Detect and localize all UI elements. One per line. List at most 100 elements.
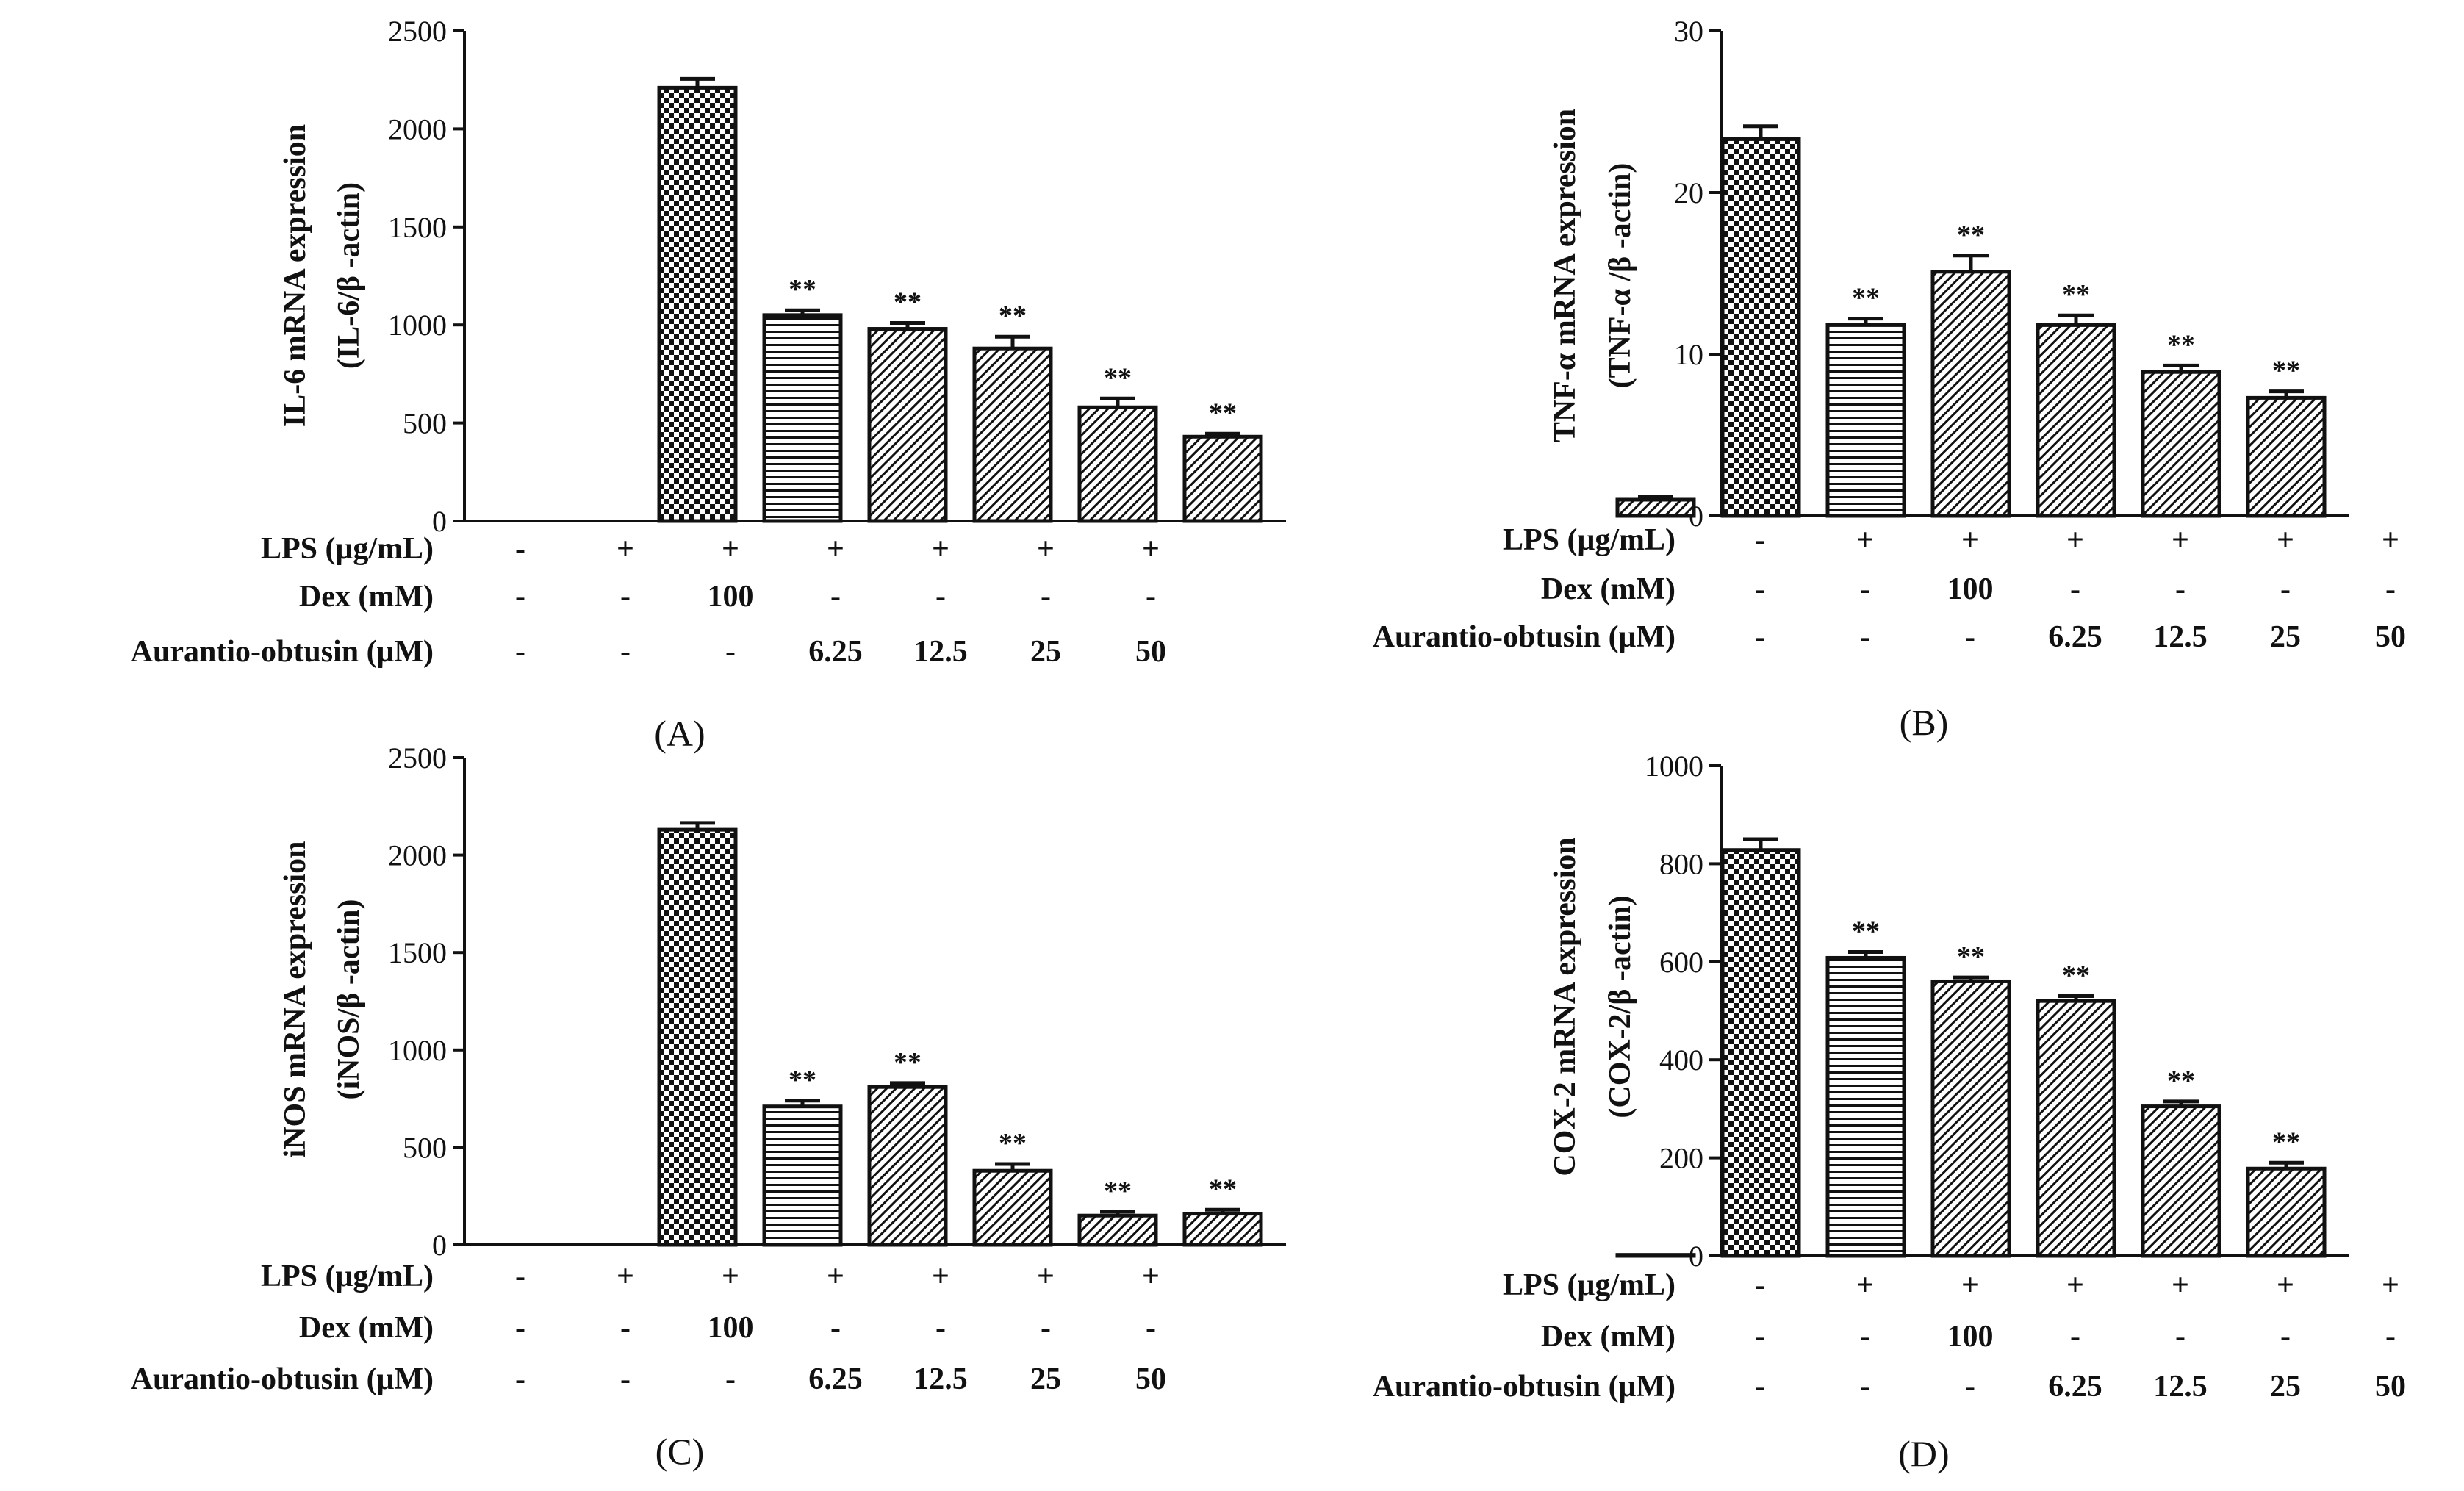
y-tick-label: 1000 <box>1645 750 1703 783</box>
bar <box>2141 1104 2221 1258</box>
significance-marker: ** <box>999 1128 1027 1159</box>
bar <box>1825 955 1906 1258</box>
condition-value: - <box>1041 580 1051 614</box>
bar <box>1930 979 2011 1258</box>
bar <box>972 1168 1053 1247</box>
condition-value: - <box>1860 1320 1870 1354</box>
y-tick-label: 2000 <box>388 112 447 145</box>
bar <box>1182 434 1263 523</box>
y-axis-label-unit: (IL-6/β -actin) <box>332 182 366 369</box>
condition-value: - <box>1965 1370 1975 1404</box>
condition-row-label: Dex (mM) <box>1541 1320 1675 1354</box>
condition-value: + <box>932 532 949 566</box>
bar <box>2036 999 2116 1258</box>
condition-value: - <box>1755 620 1765 654</box>
bar <box>1077 1213 1158 1247</box>
condition-value: - <box>515 1362 525 1396</box>
condition-value: - <box>1146 1311 1156 1345</box>
panel-label: (D) <box>1898 1433 1949 1474</box>
significance-marker: ** <box>1209 398 1237 428</box>
significance-marker: ** <box>894 1047 922 1078</box>
y-tick-label: 200 <box>1659 1142 1703 1175</box>
y-tick-label: 0 <box>1689 1240 1703 1273</box>
significance-marker: ** <box>789 274 816 305</box>
condition-value: + <box>722 532 739 566</box>
y-axis-label: IL-6 mRNA expression <box>279 124 312 427</box>
condition-row-label: Aurantio-obtusin (μM) <box>131 1362 434 1396</box>
bar <box>1615 497 1696 518</box>
condition-row-label: Aurantio-obtusin (μM) <box>1373 1370 1675 1404</box>
y-tick-label: 10 <box>1674 338 1703 371</box>
significance-marker: ** <box>1957 220 1985 251</box>
condition-value: + <box>2382 523 2399 557</box>
y-tick-label: 1500 <box>388 211 447 244</box>
condition-value: 25 <box>1030 635 1061 669</box>
condition-value: + <box>1037 1260 1055 1293</box>
condition-value: + <box>2066 1268 2084 1302</box>
condition-value: - <box>620 1311 631 1345</box>
condition-value: - <box>830 580 841 614</box>
condition-row-label: Aurantio-obtusin (μM) <box>1373 620 1675 654</box>
y-axis-label: COX-2 mRNA expression <box>1548 837 1582 1176</box>
condition-row-label: LPS (μg/mL) <box>1503 523 1675 557</box>
condition-value: + <box>827 1260 844 1293</box>
condition-value: - <box>725 635 736 669</box>
y-axis-label: TNF-α mRNA expression <box>1548 109 1582 442</box>
bar <box>762 313 843 523</box>
condition-value: 12.5 <box>2153 620 2208 654</box>
condition-row-label: Dex (mM) <box>1541 572 1675 606</box>
y-tick-label: 500 <box>403 1131 447 1164</box>
condition-value: 12.5 <box>2153 1370 2208 1404</box>
bar <box>1182 1212 1263 1247</box>
y-tick-label: 800 <box>1659 847 1703 880</box>
condition-value: - <box>620 1362 631 1396</box>
condition-row-label: Dex (mM) <box>299 580 434 614</box>
condition-value: - <box>2175 572 2185 606</box>
condition-value: 50 <box>1135 1362 1166 1396</box>
significance-marker: ** <box>894 287 922 318</box>
bar <box>1720 848 1801 1258</box>
bar <box>762 1104 843 1247</box>
condition-value: + <box>2172 1268 2189 1302</box>
condition-value: + <box>2277 523 2294 557</box>
condition-row-label: Dex (mM) <box>299 1311 434 1345</box>
bar <box>2141 370 2221 518</box>
condition-value: 50 <box>2375 620 2406 654</box>
condition-value: - <box>1755 572 1765 606</box>
condition-value: - <box>1755 1320 1765 1354</box>
condition-value: + <box>2382 1268 2399 1302</box>
condition-row-label: LPS (μg/mL) <box>261 1260 434 1293</box>
condition-value: - <box>1860 572 1870 606</box>
significance-marker: ** <box>2062 960 2090 991</box>
condition-value: 100 <box>708 1311 754 1345</box>
condition-value: 6.25 <box>2048 620 2102 654</box>
bar <box>657 827 738 1247</box>
bar <box>972 346 1053 523</box>
condition-row-label: LPS (μg/mL) <box>261 532 434 566</box>
significance-marker: ** <box>2062 279 2090 310</box>
panel-label: (B) <box>1900 702 1949 743</box>
bar <box>2246 1166 2327 1258</box>
condition-value: + <box>617 532 634 566</box>
condition-value: 12.5 <box>913 635 968 669</box>
condition-value: 6.25 <box>808 1362 863 1396</box>
condition-value: - <box>1755 1370 1765 1404</box>
y-axis-label-unit: (COX-2/β -actin) <box>1603 895 1637 1118</box>
bar <box>2246 395 2327 518</box>
bar <box>657 85 738 523</box>
condition-row-label: Aurantio-obtusin (μM) <box>131 635 434 669</box>
chart-panel-c: 0 500 1000 1500 2000 2500 iNOS mRNA expression… <box>131 741 1286 1472</box>
condition-value: 100 <box>1947 1320 1994 1354</box>
bar <box>1930 270 2011 518</box>
significance-marker: ** <box>1957 941 1985 972</box>
significance-marker: ** <box>1209 1174 1237 1204</box>
y-tick-label: 600 <box>1659 946 1703 979</box>
condition-value: 50 <box>2375 1370 2406 1404</box>
significance-marker: ** <box>2272 356 2300 387</box>
y-tick-label: 0 <box>432 505 447 538</box>
y-tick-label: 0 <box>432 1229 447 1262</box>
condition-value: 6.25 <box>2048 1370 2102 1404</box>
condition-value: - <box>830 1311 841 1345</box>
